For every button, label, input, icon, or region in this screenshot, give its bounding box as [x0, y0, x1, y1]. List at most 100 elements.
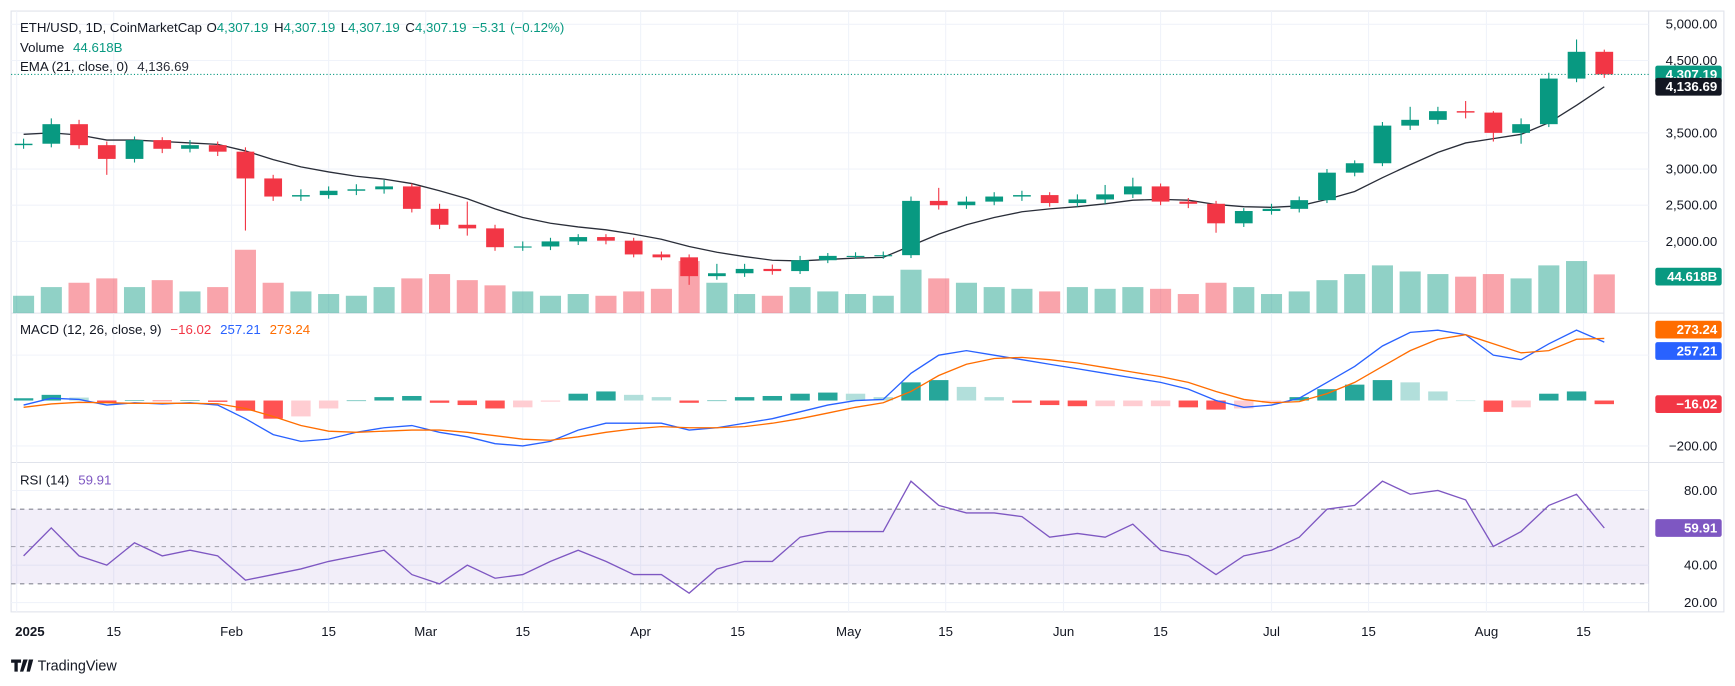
legend-name: EMA (21, close, 0)	[20, 59, 128, 74]
histogram-bar	[1511, 400, 1531, 408]
histogram-bar	[1344, 384, 1365, 401]
candle-body	[402, 186, 421, 209]
x-tick-label: 15	[1361, 624, 1376, 639]
volume-bar	[928, 278, 950, 314]
legend-value: 257.21	[220, 322, 261, 337]
x-tick-label: Apr	[630, 624, 651, 639]
candle-body	[292, 195, 310, 197]
histogram-bar	[679, 400, 699, 403]
histogram-bar	[208, 400, 228, 402]
candle-body	[846, 255, 865, 257]
candle-body	[1512, 124, 1530, 133]
y-tick-label: −200.00	[1669, 438, 1717, 453]
x-tick-label: Aug	[1475, 624, 1499, 639]
volume-bar	[706, 282, 728, 314]
candle-body	[735, 268, 754, 274]
histogram-bar	[1566, 391, 1587, 401]
candle-body	[1096, 194, 1114, 200]
legend-value: 4,136.69	[137, 59, 189, 74]
histogram-bar	[984, 397, 1004, 401]
symbol-title: ETH/USD, 1D, CoinMarketCap	[20, 20, 202, 35]
x-tick-label: 15	[730, 624, 745, 639]
volume-bar	[207, 287, 229, 314]
histogram-bar	[124, 400, 145, 401]
candle-body	[125, 140, 144, 159]
change: −5.31	[472, 20, 506, 35]
legend-name: MACD (12, 26, close, 9)	[20, 322, 162, 337]
histogram-bar	[1372, 380, 1393, 401]
candle-body	[541, 241, 560, 247]
rsi-legend: RSI (14) 59.91	[20, 473, 111, 488]
histogram-bar	[513, 400, 533, 408]
x-tick-label: Jun	[1053, 624, 1074, 639]
candle-body	[42, 124, 61, 144]
candle-body	[985, 196, 1004, 202]
histogram-bar	[1400, 382, 1420, 401]
y-tick-label: 80.00	[1684, 483, 1717, 498]
histogram-bar	[762, 395, 783, 401]
histogram-bar	[235, 400, 256, 411]
candle-body	[1429, 111, 1447, 120]
histogram-bar	[707, 400, 727, 402]
volume-bar	[1039, 291, 1061, 314]
volume-bar	[1150, 288, 1172, 314]
histogram-bar	[790, 393, 810, 401]
candle-body	[1345, 163, 1364, 173]
histogram-bar	[263, 400, 283, 419]
volume-badge-text: 44.618B	[1667, 269, 1717, 284]
histogram-bar	[845, 393, 866, 401]
ohlc-value: 4,307.19	[217, 20, 269, 35]
volume-bar	[955, 282, 977, 314]
histogram-bar	[1455, 400, 1476, 402]
candle-body	[652, 254, 671, 258]
volume-bar	[429, 274, 451, 314]
candle-body	[1262, 208, 1281, 212]
histogram-bar	[291, 400, 311, 417]
y-tick-label: 3,500.00	[1666, 125, 1718, 140]
histogram-bar	[540, 400, 561, 402]
histogram-bar	[1150, 400, 1171, 407]
ohlc-letter: H	[274, 20, 284, 35]
histogram-bar	[1594, 400, 1614, 405]
candle-body	[430, 208, 449, 225]
histogram-bar	[623, 394, 644, 401]
candle-body	[1151, 186, 1170, 202]
histogram-bar	[1428, 391, 1448, 401]
candle-body	[597, 237, 615, 241]
histogram-bar	[429, 400, 450, 403]
candle-body	[1567, 51, 1586, 79]
candle-body	[1484, 112, 1503, 133]
candle-body	[1290, 200, 1309, 209]
candle-body	[181, 145, 199, 149]
candle-body	[1373, 125, 1392, 164]
volume-bar	[623, 291, 645, 314]
change-percent: (−0.12%)	[510, 20, 564, 35]
x-tick-label: 15	[106, 624, 121, 639]
volume-bar	[290, 291, 312, 314]
volume-bar	[1344, 274, 1366, 314]
histogram-bar	[651, 397, 672, 401]
candle-body	[486, 228, 504, 248]
frame	[10, 10, 1725, 613]
ema-legend: EMA (21, close, 0) 4,136.69	[20, 59, 189, 74]
volume-bar	[373, 287, 395, 314]
signal-badge	[1655, 320, 1722, 339]
volume-bar	[1011, 288, 1033, 314]
volume-bar	[872, 295, 894, 314]
x-tick-label: Mar	[414, 624, 437, 639]
histogram-bar	[929, 380, 949, 401]
histogram-bar	[97, 400, 117, 403]
histogram-badge	[1655, 395, 1722, 414]
histogram-bar	[13, 398, 34, 401]
ohlc-value: 4,307.19	[415, 20, 467, 35]
volume-bar	[1260, 294, 1283, 314]
candle-body	[680, 257, 699, 277]
candle-body	[1040, 195, 1059, 204]
candle-body	[763, 268, 782, 272]
histogram-bar	[485, 400, 505, 409]
histogram-bar	[734, 397, 755, 401]
volume-bar	[318, 294, 340, 314]
volume-bar	[512, 291, 534, 314]
candle-body	[347, 189, 366, 191]
legend-value: 273.24	[270, 322, 311, 337]
